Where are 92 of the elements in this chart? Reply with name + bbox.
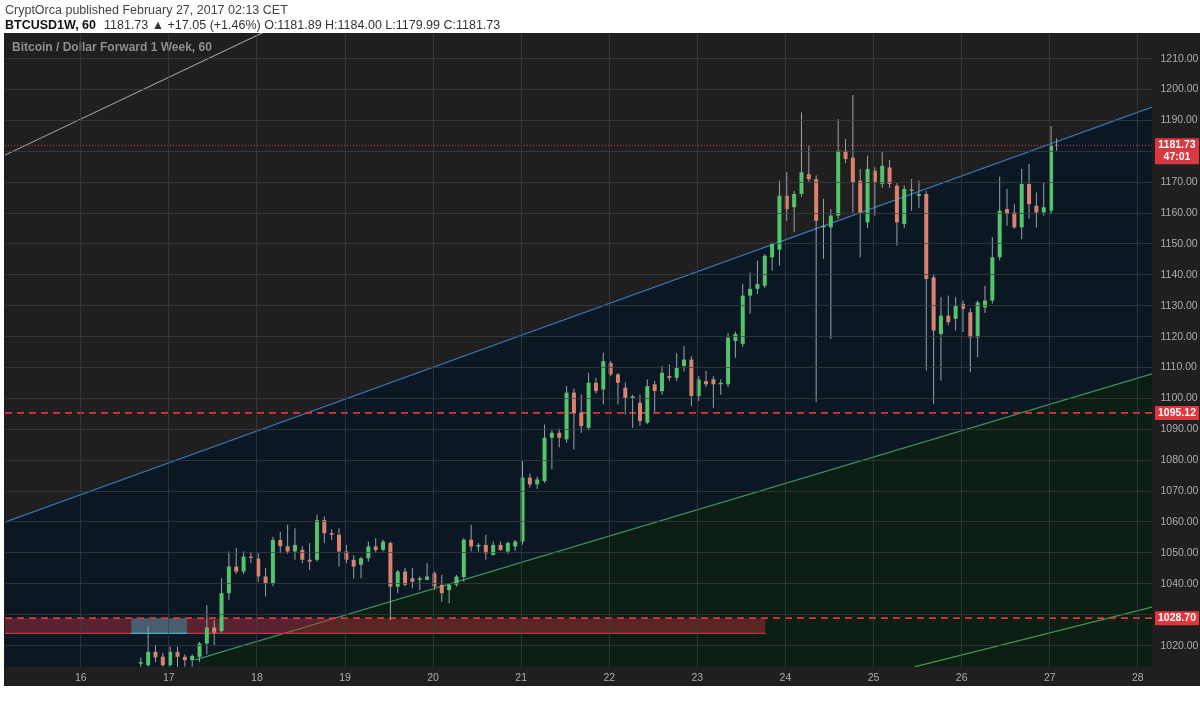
x-tick-label: 24 [779, 670, 792, 683]
candlestick [557, 428, 562, 448]
x-tick-label: 21 [515, 670, 528, 683]
candlestick [307, 542, 312, 571]
x-tick-label: 18 [251, 670, 263, 683]
candlestick [410, 567, 415, 589]
chart-title: BTCUSD1W, 60 [5, 18, 96, 32]
candlestick [828, 208, 833, 340]
candlestick [146, 626, 151, 668]
y-tick-label: 1150.00 [1160, 236, 1198, 249]
candlestick [887, 159, 892, 189]
candlestick [799, 111, 804, 198]
y-tick-label: 1050.00 [1160, 545, 1199, 558]
text: CryptOrca published February 27, 2017 02:13 CET [5, 3, 288, 17]
x-tick-label: 25 [867, 670, 880, 683]
x-tick-label: 16 [74, 670, 87, 683]
candlestick [337, 527, 342, 568]
candlestick [630, 394, 635, 429]
ref-line-label: 1095.12 [1158, 405, 1197, 418]
candlestick [637, 394, 642, 427]
x-tick-label: 28 [1131, 670, 1144, 683]
x-tick-label: 23 [691, 670, 704, 683]
candlestick [674, 352, 679, 382]
candlestick [953, 296, 958, 332]
y-tick-label: 1120.00 [1160, 329, 1198, 342]
ref-line-label: 1028.70 [1158, 611, 1197, 624]
x-tick-label: 27 [1043, 670, 1056, 683]
annotation: Bitcoin / Dollar Forward 1 Week, 60 [12, 40, 213, 54]
y-tick-label: 1080.00 [1160, 453, 1199, 466]
y-tick-label: 1170.00 [1160, 175, 1198, 188]
y-tick-label: 1160.00 [1160, 206, 1198, 219]
candlestick [682, 345, 687, 373]
y-tick-label: 1200.00 [1160, 82, 1199, 95]
candlestick [292, 527, 297, 561]
candlestick [278, 531, 283, 554]
candlestick [175, 646, 180, 668]
candlestick [212, 619, 217, 646]
candlestick [806, 145, 811, 183]
candlestick [946, 295, 951, 326]
candlestick [197, 641, 202, 663]
candlestick [770, 241, 775, 272]
candlestick [425, 562, 430, 581]
y-tick-label: 1190.00 [1160, 113, 1198, 126]
y-tick-label: 1130.00 [1160, 298, 1198, 311]
candlestick [447, 582, 452, 604]
chart-subtitle: 1181.73 ▲ +17.05 (+1.46%) O:1181.89 H:1184.00 L:1179.99 C:1181.73 [104, 18, 501, 32]
x-tick-label: 26 [955, 670, 968, 683]
candlestick [322, 516, 327, 544]
candlestick [938, 296, 943, 382]
x-tick-label: 17 [162, 670, 175, 683]
y-tick-label: 1070.00 [1160, 484, 1199, 497]
candlestick [403, 567, 408, 587]
candlestick [660, 365, 664, 396]
y-tick-label: 1060.00 [1160, 514, 1199, 527]
candlestick [351, 554, 356, 579]
candlestick [469, 524, 474, 552]
candlestick [711, 375, 716, 409]
candlestick [204, 604, 209, 655]
y-tick-label: 1140.00 [1160, 267, 1198, 280]
candlestick [755, 260, 760, 295]
candlestick [652, 380, 657, 413]
candlestick [1027, 163, 1032, 220]
candlestick [241, 550, 246, 575]
y-tick-label: 1100.00 [1160, 391, 1198, 404]
x-tick-label: 19 [339, 670, 352, 683]
x-tick-label: 22 [603, 670, 616, 683]
candlestick [1034, 191, 1039, 228]
y-tick-label: 1110.00 [1160, 360, 1198, 373]
y-tick-label: 1210.00 [1160, 51, 1199, 64]
candlestick [439, 574, 444, 602]
y-tick-label: 1090.00 [1160, 422, 1199, 435]
candlestick [623, 381, 628, 416]
candlestick [395, 569, 400, 594]
candlestick [916, 180, 921, 209]
candlestick [285, 524, 290, 555]
ref-line-label: 1181.73 47:01 [1158, 138, 1196, 163]
candlestick [579, 393, 584, 434]
candlestick [549, 429, 554, 470]
x-tick-label: 20 [427, 670, 440, 683]
candlestick [571, 388, 576, 450]
y-tick-label: 1040.00 [1160, 576, 1199, 589]
candlestick [234, 547, 239, 575]
candlestick [880, 151, 885, 189]
candlestick [615, 372, 620, 405]
y-tick-label: 1020.00 [1160, 638, 1199, 651]
candlestick [792, 190, 797, 233]
candlestick [704, 370, 709, 388]
candlestick [748, 271, 753, 315]
candlestick [359, 556, 364, 579]
candlestick [593, 377, 598, 394]
candlestick [1041, 182, 1046, 217]
candlestick [263, 567, 268, 598]
